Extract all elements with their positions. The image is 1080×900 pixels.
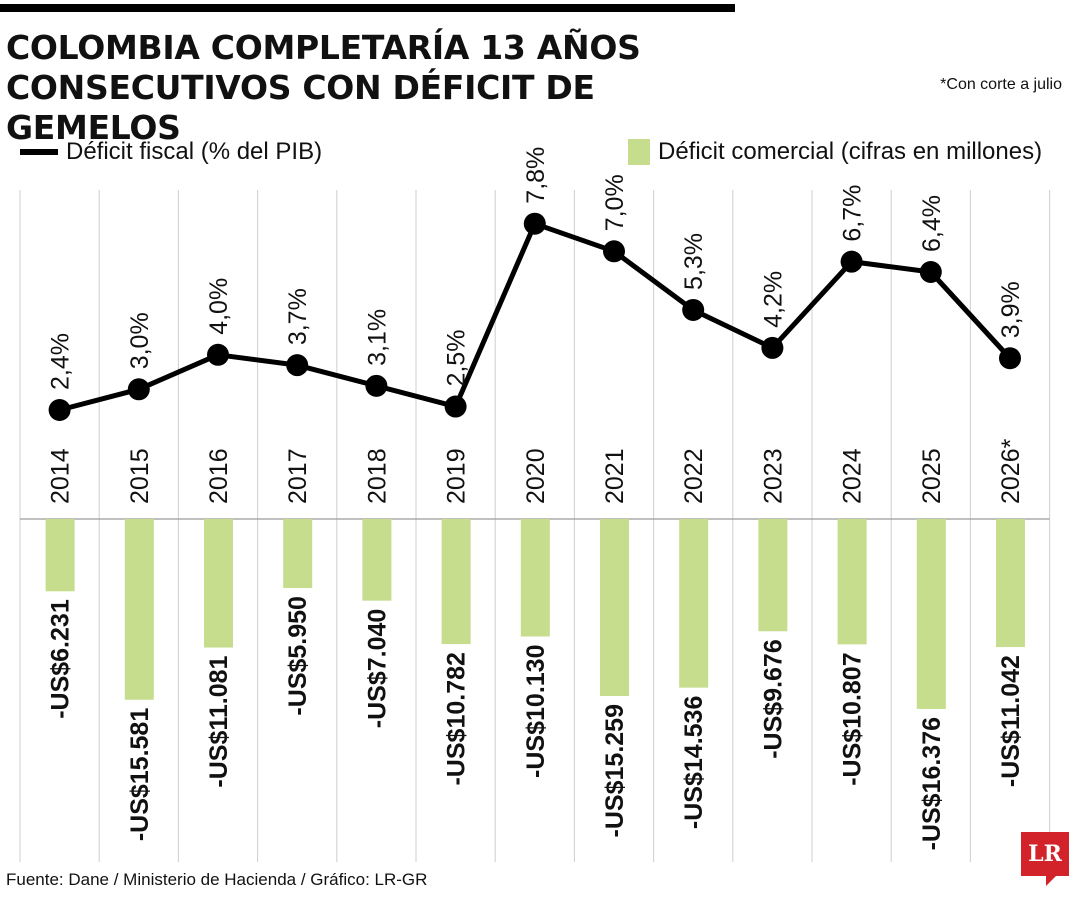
bar-2015 [124, 519, 154, 700]
point-value-label: 3,1% [363, 309, 391, 366]
year-label: 2020 [522, 448, 550, 504]
point-2015 [127, 378, 150, 401]
top-rule [0, 4, 735, 12]
point-2018 [365, 374, 388, 397]
point-value-label: 7,0% [601, 174, 629, 231]
legend-fiscal-label: Déficit fiscal (% del PIB) [66, 138, 323, 165]
bar-2016 [204, 519, 233, 648]
bar-value-label: -US$15.581 [126, 708, 154, 842]
year-label: 2025 [918, 448, 946, 504]
point-value-label: 2,4% [47, 333, 75, 390]
point-value-label: 6,7% [839, 185, 867, 242]
point-value-label: 3,0% [126, 312, 154, 369]
year-label: 2014 [47, 448, 75, 504]
legend-comercial: Déficit comercial (cifras en millones) [628, 138, 1042, 166]
title-line-2: CONSECUTIVOS CON DÉFICIT DE GEMELOS [6, 68, 595, 147]
source-note: Fuente: Dane / Ministerio de Hacienda / … [6, 870, 428, 889]
bar-value-label: -US$16.376 [918, 717, 946, 850]
bar-value-label: -US$10.807 [839, 652, 867, 785]
bar-value-label: -US$11.081 [205, 655, 233, 787]
bar-value-label: -US$6.231 [47, 599, 75, 719]
year-label: 2017 [284, 448, 312, 504]
legend-comercial-label: Déficit comercial (cifras en millones) [658, 138, 1043, 165]
title-line-1: COLOMBIA COMPLETARÍA 13 AÑOS [6, 28, 641, 67]
bar-2026* [996, 519, 1025, 648]
lr-logo: LR [1021, 832, 1069, 876]
bar-2014 [45, 519, 75, 592]
year-label: 2021 [601, 448, 629, 504]
year-label: 2016 [205, 448, 233, 504]
point-value-label: 2,5% [443, 330, 471, 387]
point-2025 [919, 261, 942, 283]
year-label: 2019 [443, 448, 471, 504]
point-2023 [761, 336, 784, 359]
bar-2021 [600, 519, 629, 697]
point-value-label: 5,3% [680, 233, 708, 290]
bar-value-label: -US$10.782 [443, 652, 471, 785]
point-value-label: 7,8% [522, 147, 550, 204]
point-2021 [603, 240, 625, 263]
bar-value-label: -US$10.130 [522, 645, 550, 778]
point-2026* [999, 347, 1021, 370]
bar-value-label: -US$14.536 [680, 696, 708, 829]
point-value-label: 4,0% [205, 278, 233, 335]
point-2014 [48, 399, 71, 421]
legend-fiscal: Déficit fiscal (% del PIB) [20, 138, 322, 166]
point-2019 [444, 395, 467, 418]
point-2022 [682, 298, 705, 321]
point-value-label: 3,9% [997, 281, 1025, 338]
point-2020 [523, 212, 546, 235]
bar-value-label: -US$15.259 [601, 704, 629, 837]
point-value-label: 6,4% [918, 195, 946, 252]
point-2016 [207, 343, 229, 366]
point-2024 [840, 250, 863, 273]
year-label: 2022 [680, 448, 708, 504]
point-value-label: 3,7% [284, 288, 312, 345]
chart-title: COLOMBIA COMPLETARÍA 13 AÑOS CONSECUTIVO… [6, 28, 766, 148]
year-label: 2026* [997, 438, 1025, 504]
bar-value-label: -US$5.950 [284, 596, 312, 716]
bar-2024 [837, 519, 867, 645]
bar-2019 [441, 519, 471, 645]
bar-value-label: -US$11.042 [997, 655, 1025, 787]
bar-2017 [283, 519, 313, 589]
point-2017 [286, 354, 309, 377]
year-label: 2018 [363, 448, 391, 504]
bar-2022 [679, 519, 709, 688]
year-label: 2023 [759, 448, 787, 504]
year-label: 2015 [126, 448, 154, 504]
bar-2025 [916, 519, 946, 709]
year-label: 2024 [839, 448, 867, 504]
fiscal-deficit-line [58, 221, 1012, 413]
bar-value-label: -US$7.040 [363, 609, 391, 729]
bar-2023 [758, 519, 788, 632]
point-value-label: 4,2% [759, 271, 787, 328]
legend-bar-swatch [628, 139, 650, 165]
bar-value-label: -US$9.676 [759, 639, 787, 759]
lr-logo-tail [1046, 876, 1056, 886]
bar-2018 [362, 519, 392, 601]
bar-2020 [520, 519, 550, 637]
legend-line-swatch [20, 149, 58, 155]
footnote-cutoff: *Con corte a julio [940, 76, 1062, 93]
